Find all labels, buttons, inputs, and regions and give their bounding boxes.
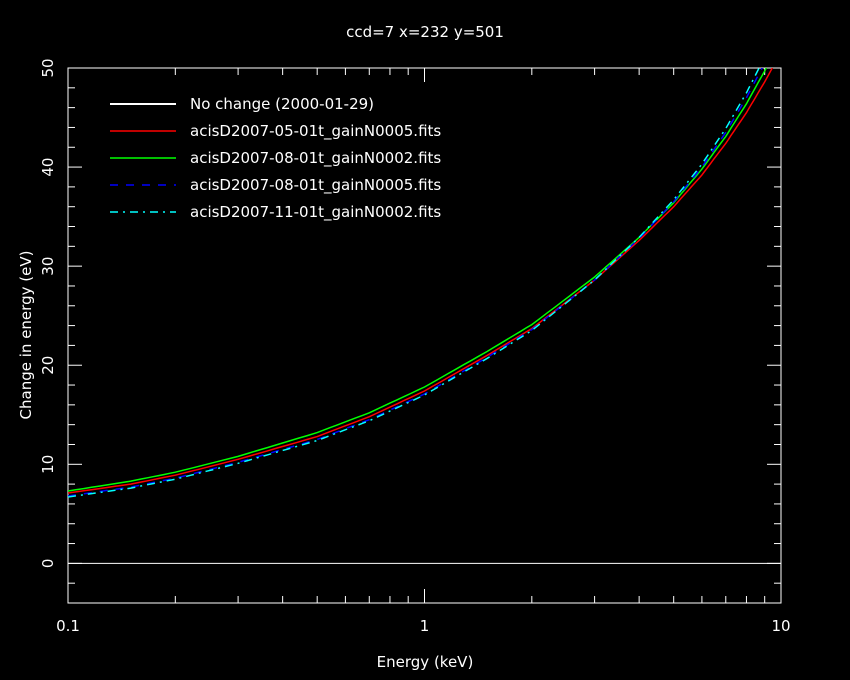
legend-label: acisD2007-08-01t_gainN0005.fits: [190, 176, 441, 195]
y-axis-label: Change in energy (eV): [17, 251, 35, 420]
y-tick-label: 30: [39, 257, 57, 276]
y-tick-label: 10: [39, 455, 57, 474]
series-line: [68, 68, 774, 494]
series-line: [68, 68, 767, 492]
legend-label: acisD2007-05-01t_gainN0005.fits: [190, 122, 441, 141]
x-tick-label: 0.1: [56, 617, 80, 635]
chart-title: ccd=7 x=232 y=501: [346, 23, 504, 41]
y-tick-label: 20: [39, 356, 57, 375]
legend-label: acisD2007-08-01t_gainN0002.fits: [190, 149, 441, 168]
x-tick-label: 1: [420, 617, 430, 635]
series-line: [68, 68, 760, 498]
y-tick-label: 40: [39, 158, 57, 177]
y-tick-label: 50: [39, 58, 57, 77]
series-line: [68, 68, 763, 497]
legend-label: acisD2007-11-01t_gainN0002.fits: [190, 203, 441, 222]
legend-label: No change (2000-01-29): [190, 95, 374, 113]
x-axis-label: Energy (keV): [377, 653, 474, 671]
y-tick-label: 0: [39, 559, 57, 569]
x-tick-label: 10: [771, 617, 790, 635]
